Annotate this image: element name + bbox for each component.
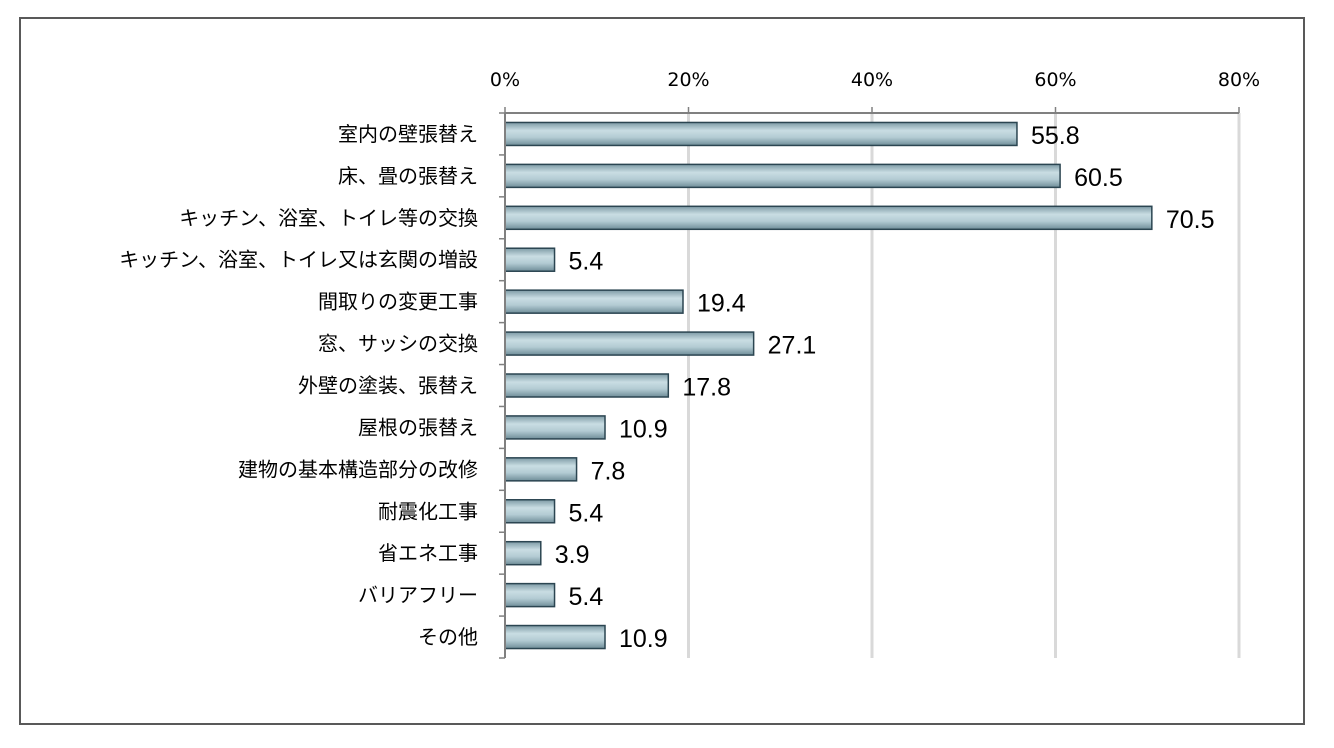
- data-label: 70.5: [1166, 206, 1215, 234]
- x-tick-label: 60%: [1034, 69, 1076, 91]
- data-label: 10.9: [619, 415, 668, 443]
- category-label: キッチン、浴室、トイレ又は玄関の増設: [119, 248, 478, 272]
- category-label: 建物の基本構造部分の改修: [238, 457, 478, 481]
- data-label: 5.4: [569, 583, 604, 611]
- bar: [504, 499, 556, 524]
- bar: [504, 582, 556, 608]
- x-axis-ticks: 0% 20% 40% 60% 80%: [490, 69, 1260, 113]
- bar: [504, 205, 1153, 231]
- x-tick-label: 0%: [490, 69, 520, 91]
- category-label: その他: [418, 625, 478, 649]
- axes: [499, 112, 1239, 659]
- bars: [504, 121, 1153, 650]
- category-label: 省エネ工事: [378, 541, 478, 565]
- data-label: 55.8: [1031, 122, 1080, 150]
- data-label: 7.8: [591, 457, 626, 485]
- bar: [504, 373, 670, 398]
- gridlines: [687, 113, 1241, 658]
- category-label: 耐震化工事: [378, 499, 478, 523]
- data-label: 27.1: [768, 332, 817, 360]
- bar: [504, 121, 1018, 147]
- data-label: 3.9: [555, 541, 590, 569]
- bar: [504, 540, 542, 566]
- bar: [504, 331, 755, 356]
- category-label: 外壁の塗装、張替え: [298, 374, 478, 398]
- data-label: 60.5: [1074, 164, 1123, 192]
- category-label: キッチン、浴室、トイレ等の交換: [179, 206, 478, 230]
- bar: [504, 457, 578, 482]
- category-label: 床、畳の張替え: [338, 164, 478, 188]
- data-label: 10.9: [619, 625, 668, 653]
- data-label: 5.4: [569, 248, 604, 276]
- data-label: 5.4: [569, 499, 604, 527]
- x-tick-label: 20%: [667, 69, 709, 91]
- bar: [504, 289, 684, 314]
- category-label: 室内の壁張替え: [338, 122, 478, 146]
- value-labels: 55.8 60.5 70.5 5.4 19.4 27.1 17.8 10.9 7.8 5.4 3.9…: [555, 122, 1215, 653]
- category-label: バリアフリー: [358, 583, 478, 607]
- category-label: 窓、サッシの交換: [318, 332, 478, 356]
- category-labels: 室内の壁張替え床、畳の張替えキッチン、浴室、トイレ等の交換キッチン、浴室、トイレ…: [119, 122, 478, 649]
- bar: [504, 624, 606, 650]
- x-tick-label: 40%: [851, 69, 893, 91]
- bar: [504, 163, 1061, 189]
- data-label: 19.4: [697, 290, 746, 318]
- bar: [504, 415, 606, 440]
- category-label: 間取りの変更工事: [318, 290, 478, 314]
- category-label: 屋根の張替え: [358, 415, 478, 439]
- data-label: 17.8: [682, 374, 731, 402]
- bar: [504, 247, 556, 272]
- x-tick-label: 80%: [1218, 69, 1260, 91]
